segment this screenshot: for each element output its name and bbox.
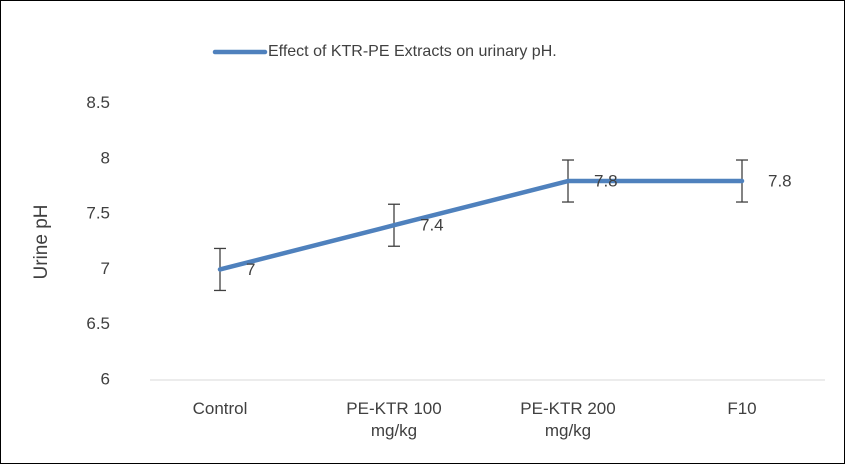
data-label: 7.8 xyxy=(594,172,618,191)
y-tick-label: 7 xyxy=(101,259,110,278)
y-axis-title: Urine pH xyxy=(31,205,52,280)
x-tick-label: Control xyxy=(192,399,248,418)
data-line xyxy=(217,178,745,272)
x-tick-label: F10 xyxy=(727,399,757,418)
data-label: 7.4 xyxy=(420,216,444,235)
x-tick-label: PE-KTR 100 mg/kg xyxy=(346,399,442,440)
data-label: 7 xyxy=(246,260,255,279)
y-tick-label: 8.5 xyxy=(86,93,110,112)
y-tick-label: 6 xyxy=(101,369,110,388)
x-tick-label: PE-KTR 200 mg/kg xyxy=(520,399,616,440)
y-tick-label: 7.5 xyxy=(86,204,110,223)
y-tick-label: 6.5 xyxy=(86,314,110,333)
y-tick-label: 8 xyxy=(101,148,110,167)
data-label: 7.8 xyxy=(768,172,792,191)
legend-label: Effect of KTR-PE Extracts on urinary pH. xyxy=(268,43,557,60)
